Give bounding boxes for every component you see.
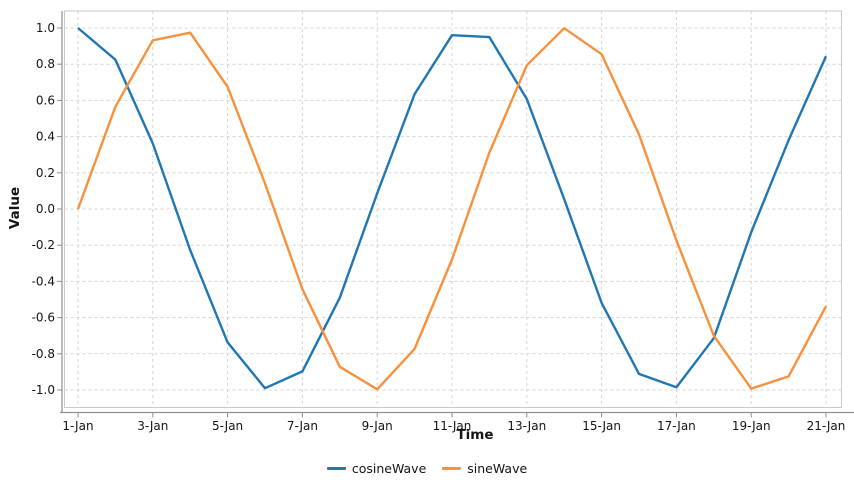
x-tick-label: 13-Jan (507, 419, 546, 433)
series-line-sineWave (76, 27, 828, 391)
x-tick-label: 1-Jan (62, 419, 93, 433)
y-tick-label: -0.4 (32, 274, 55, 288)
x-tick-label: 15-Jan (582, 419, 621, 433)
legend-item-sineWave: sineWave (442, 461, 527, 476)
y-tick-label: -1.0 (32, 383, 55, 397)
y-tick-label: 0.6 (36, 93, 55, 107)
x-tick-label: 19-Jan (732, 419, 771, 433)
legend-label: cosineWave (351, 461, 427, 476)
y-axis-title: Value (7, 186, 23, 230)
legend-swatch-cosineWave (326, 467, 346, 470)
x-tick-label: 5-Jan (212, 419, 243, 433)
x-tick-label: 7-Jan (287, 419, 318, 433)
y-tick-label: -0.2 (32, 238, 55, 252)
legend: cosineWave sineWave (0, 461, 854, 476)
x-axis-title: Time (456, 427, 494, 443)
y-tick-label: 1.0 (36, 21, 55, 35)
x-tick-label: 17-Jan (657, 419, 696, 433)
legend-item-cosineWave: cosineWave (326, 461, 427, 476)
y-tick-label: -0.6 (32, 311, 55, 325)
x-tick-label: 9-Jan (362, 419, 393, 433)
x-tick-label: 21-Jan (807, 419, 846, 433)
legend-swatch-sineWave (442, 467, 462, 470)
y-tick-label: 0.8 (36, 57, 55, 71)
y-tick-label: -0.8 (32, 347, 55, 361)
x-tick-label: 3-Jan (137, 419, 168, 433)
x-tick-label: 11-Jan (433, 419, 472, 433)
y-tick-label: 0.4 (36, 130, 55, 144)
legend-label: sineWave (467, 461, 528, 476)
series-line-cosineWave (77, 27, 828, 390)
y-tick-label: 0.2 (36, 166, 55, 180)
y-tick-label: 0.0 (36, 202, 55, 216)
